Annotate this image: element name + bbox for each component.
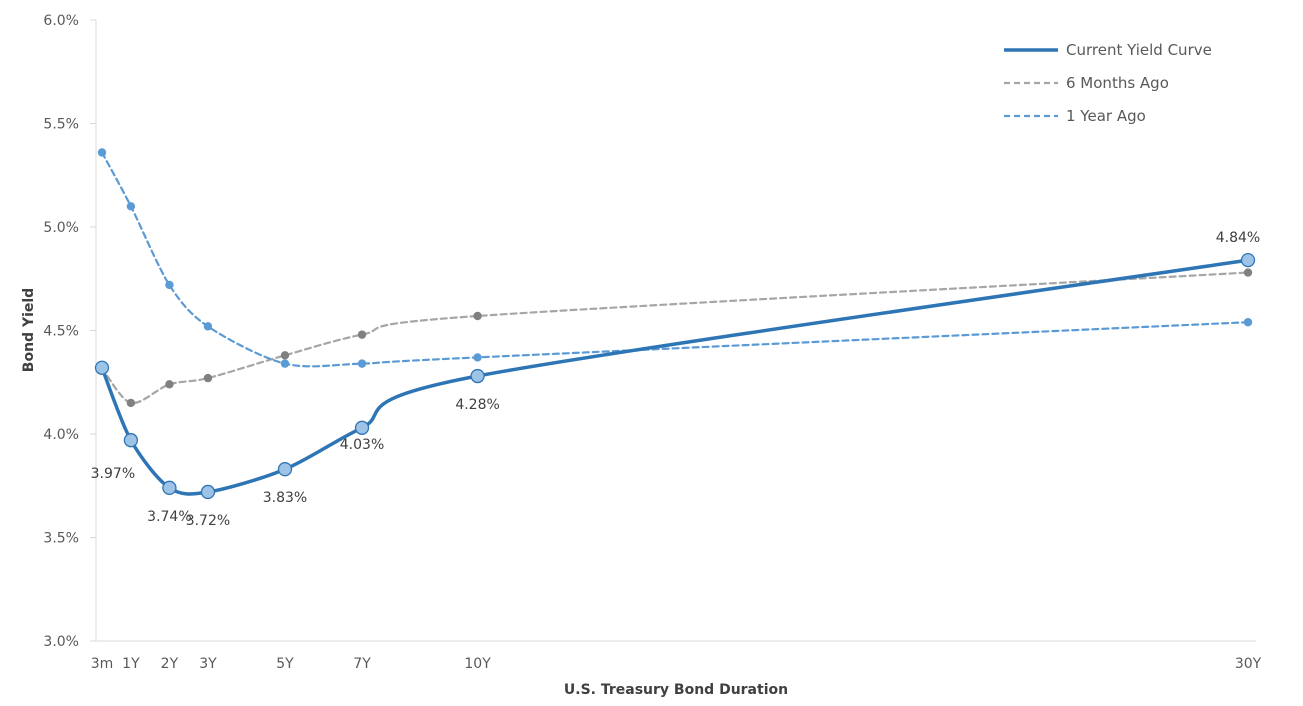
x-tick-label: 2Y	[161, 656, 179, 672]
legend-label: 1 Year Ago	[1066, 107, 1146, 125]
six-month-point-marker	[280, 351, 290, 360]
series-line-current	[100, 258, 1250, 496]
y-tick-label: 3.5%	[43, 531, 79, 547]
legend-label: Current Yield Curve	[1066, 41, 1212, 59]
x-axis-title: U.S. Treasury Bond Duration	[564, 682, 788, 698]
one-year-point-marker	[126, 202, 136, 211]
six-month-point-marker	[203, 373, 213, 383]
legend-label: 6 Months Ago	[1066, 74, 1169, 92]
one-year-point-marker	[97, 148, 107, 157]
y-tick-label: 5.0%	[43, 220, 79, 236]
data-label: 4.28%	[455, 397, 499, 413]
current-point-marker	[123, 433, 139, 448]
current-point-marker	[200, 484, 216, 500]
x-tick-label: 3m	[91, 656, 114, 672]
y-tick-label: 3.0%	[43, 634, 79, 650]
x-tick-label: 10Y	[464, 656, 491, 672]
data-label: 4.84%	[1216, 230, 1260, 246]
data-label: 3.72%	[186, 513, 230, 529]
one-year-point-marker	[1243, 318, 1253, 327]
x-tick-label: 3Y	[199, 656, 217, 672]
data-label: 3.97%	[91, 466, 135, 482]
one-year-point-marker	[473, 353, 482, 362]
x-tick-label: 7Y	[353, 656, 371, 672]
six-month-point-marker	[126, 398, 136, 408]
six-month-point-marker	[1243, 268, 1253, 277]
data-label: 3.74%	[147, 509, 191, 525]
one-year-point-marker	[165, 280, 174, 290]
x-tick-label: 1Y	[122, 656, 140, 672]
y-axis-title: Bond Yield	[21, 288, 37, 372]
current-point-marker	[162, 480, 177, 495]
current-point-marker	[1240, 252, 1256, 268]
current-point-marker	[470, 368, 485, 384]
x-tick-label: 30Y	[1235, 656, 1262, 672]
y-tick-label: 4.0%	[43, 427, 79, 443]
x-tick-label: 5Y	[276, 656, 294, 672]
one-year-point-marker	[280, 359, 290, 368]
current-point-marker	[354, 420, 370, 435]
one-year-point-marker	[203, 322, 213, 331]
y-tick-label: 6.0%	[43, 13, 79, 29]
six-month-point-marker	[165, 380, 174, 389]
series-line-6-months-ago	[100, 271, 1250, 405]
current-point-marker	[277, 462, 293, 477]
one-year-point-marker	[357, 359, 367, 368]
y-tick-label: 4.5%	[43, 324, 79, 340]
current-point-marker	[94, 360, 110, 375]
data-label: 3.83%	[263, 490, 307, 506]
y-tick-label: 5.5%	[43, 117, 79, 133]
data-label: 4.03%	[340, 437, 384, 453]
six-month-point-marker	[357, 330, 367, 339]
series-line-1-year-ago	[100, 151, 1250, 368]
six-month-point-marker	[473, 311, 482, 321]
